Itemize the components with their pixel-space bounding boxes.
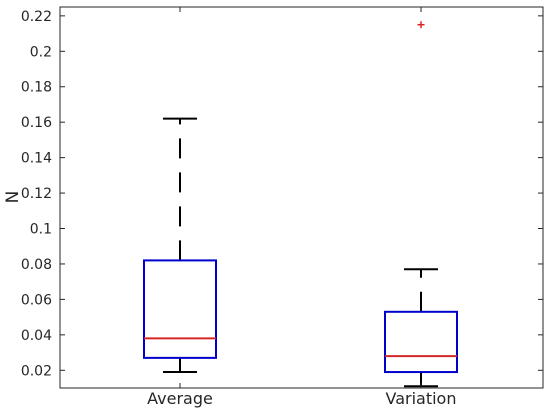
y-tick-label: 0.2 <box>30 44 52 60</box>
x-category-label: Variation <box>386 389 457 408</box>
y-axis-ticks: 0.02 0.04 0.06 0.08 0.1 0.12 0.14 0.16 0.18 0.2 0.… <box>21 9 543 379</box>
outlier-marker <box>417 21 425 29</box>
y-tick-label: 0.08 <box>21 257 52 273</box>
y-tick-label: 0.12 <box>21 186 52 202</box>
plot-area <box>59 6 544 389</box>
y-tick-label: 0.1 <box>30 222 52 238</box>
y-tick-label: 0.14 <box>21 151 52 167</box>
y-tick-label: 0.16 <box>21 115 52 131</box>
y-tick-label: 0.02 <box>21 363 52 379</box>
y-tick-label: 0.18 <box>21 80 52 96</box>
x-category-label: Average <box>147 389 213 408</box>
box-iqr <box>143 259 217 359</box>
x-axis-labels: Average Variation <box>147 7 456 408</box>
y-tick-label: 0.04 <box>21 328 52 344</box>
y-tick-label: 0.06 <box>21 292 52 308</box>
box-iqr <box>384 310 458 374</box>
box-average <box>143 117 217 374</box>
y-tick-label: 0.22 <box>21 9 52 25</box>
y-axis-title: N <box>3 191 23 204</box>
